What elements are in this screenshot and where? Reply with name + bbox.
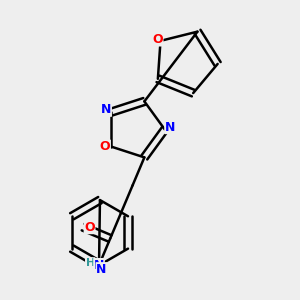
Text: N: N (165, 121, 175, 134)
Text: N: N (94, 259, 104, 272)
Text: N: N (96, 263, 106, 276)
Text: O: O (152, 33, 163, 46)
Text: H: H (85, 258, 95, 268)
Text: N: N (101, 103, 111, 116)
Text: O: O (84, 220, 95, 234)
Text: O: O (100, 140, 110, 153)
